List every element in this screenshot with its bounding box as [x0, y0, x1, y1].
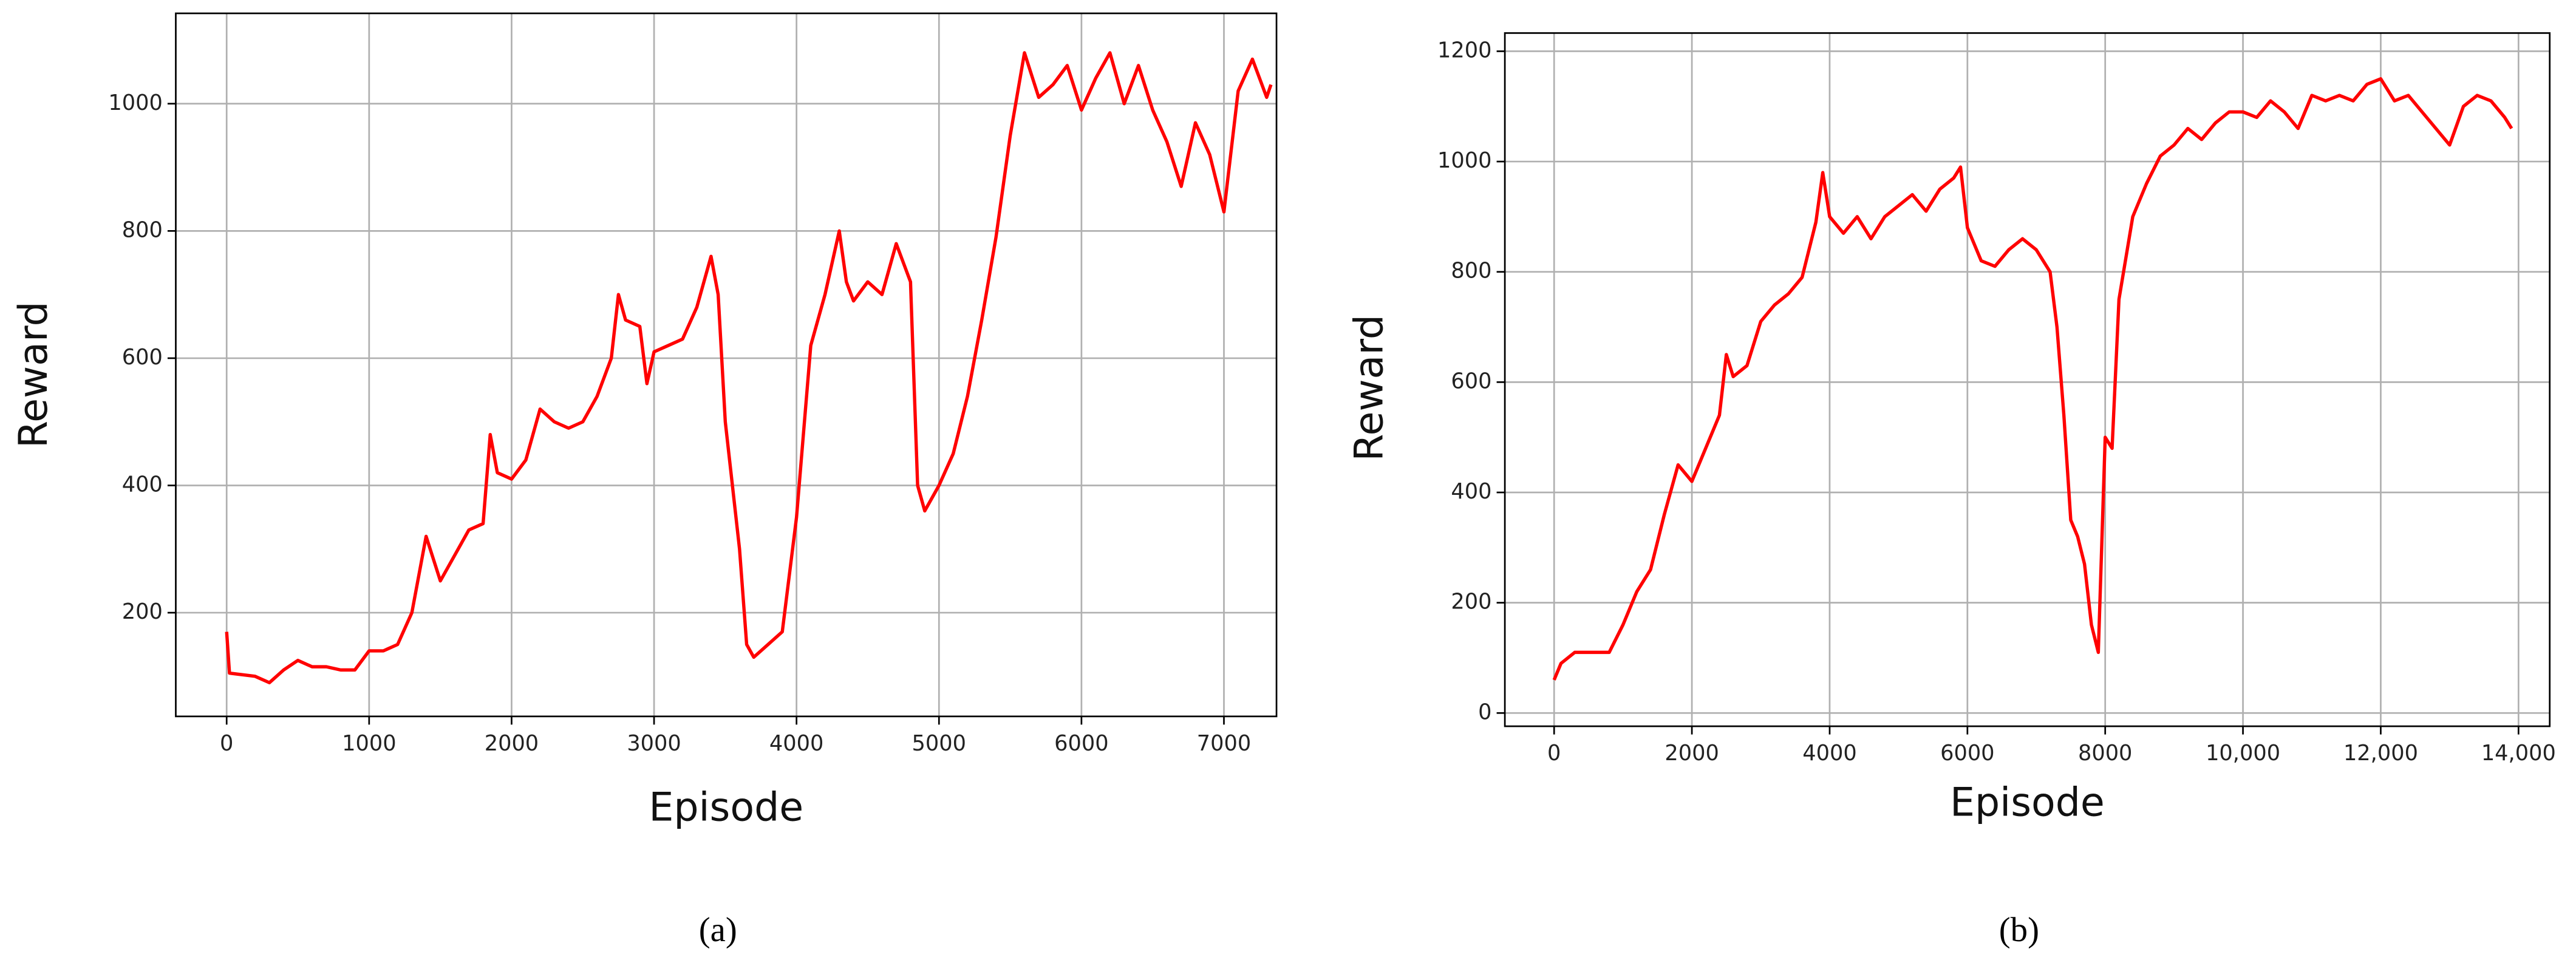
panel-label: (b): [1999, 911, 2039, 949]
x-axis-label: Episode: [649, 785, 803, 831]
y-tick-label: 1000: [108, 90, 162, 115]
y-tick-label: 800: [122, 217, 163, 242]
x-tick-label: 2000: [485, 731, 539, 756]
x-tick-label: 12,000: [2343, 741, 2418, 766]
plot-frame: [1504, 32, 2551, 727]
plot-frame: [175, 12, 1278, 718]
x-tick-label: 10,000: [2206, 741, 2280, 766]
line: [1552, 77, 2513, 681]
y-tick-label: 400: [1451, 479, 1491, 504]
x-tick-label: 1000: [342, 731, 396, 756]
y-tick-label: 1000: [1437, 148, 1491, 173]
y-tick-label: 200: [1451, 590, 1491, 614]
x-tick-label: 4000: [769, 731, 823, 756]
panel-label: (a): [699, 911, 737, 949]
x-tick-label: 2000: [1665, 741, 1719, 766]
y-axis-label: Reward: [11, 301, 56, 448]
x-tick-label: 0: [220, 731, 233, 756]
x-tick-label: 4000: [1802, 741, 1856, 766]
y-tick-label: 800: [1451, 259, 1491, 284]
x-tick-label: 6000: [1940, 741, 1994, 766]
x-tick-label: 6000: [1054, 731, 1108, 756]
y-axis-label: Reward: [1347, 315, 1392, 461]
y-tick-label: 600: [122, 345, 163, 370]
x-axis-label: Episode: [1950, 780, 2105, 826]
x-tick-label: 8000: [2078, 741, 2132, 766]
x-tick-label: 0: [1547, 741, 1561, 766]
y-tick-label: 200: [122, 599, 163, 624]
y-tick-label: 400: [122, 472, 163, 497]
line: [225, 51, 1273, 685]
x-tick-label: 7000: [1197, 731, 1251, 756]
x-tick-label: 3000: [627, 731, 681, 756]
y-tick-label: 0: [1478, 699, 1491, 724]
x-tick-label: 14,000: [2481, 741, 2556, 766]
x-tick-label: 5000: [912, 731, 966, 756]
y-tick-label: 600: [1451, 369, 1491, 393]
y-tick-label: 1200: [1437, 38, 1491, 63]
